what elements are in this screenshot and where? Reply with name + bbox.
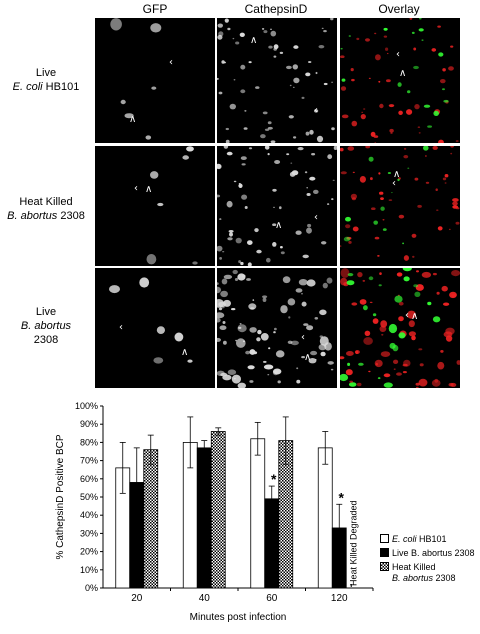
y-tick-label: 60% bbox=[80, 474, 98, 484]
legend-heat-strain: 2308 bbox=[433, 573, 456, 583]
svg-text:∧: ∧ bbox=[129, 114, 136, 125]
micrograph-gfp-row2: ‹ ∧ bbox=[95, 146, 215, 266]
legend-ecoli-strain: HB101 bbox=[416, 534, 447, 544]
micrograph-cathepsind-row1: ‹ ∧ bbox=[217, 18, 337, 143]
bar-heat bbox=[143, 449, 159, 589]
species-name: E. coli bbox=[12, 81, 43, 93]
species-name: B. abortus bbox=[20, 320, 72, 332]
y-axis-label: % CathepsinD Positive BCP bbox=[55, 434, 66, 559]
y-tick-label: 30% bbox=[80, 528, 98, 538]
row-label-live-ecoli: Live E. coli HB101 bbox=[0, 66, 92, 94]
svg-text:∧: ∧ bbox=[411, 311, 418, 322]
bar-ecoli bbox=[250, 438, 266, 589]
row-label-line3: 2308 bbox=[33, 334, 59, 346]
significance-asterisk: * bbox=[271, 471, 277, 487]
micrograph-gfp-row1: ‹ ∧ bbox=[95, 18, 215, 143]
row-label-live-babortus: Live B. abortus 2308 bbox=[0, 305, 92, 347]
row-label-line1: Live bbox=[35, 306, 57, 318]
annotation-heat-killed-degraded: Heat Killed Degraded bbox=[348, 500, 358, 586]
y-tick-label: 10% bbox=[80, 565, 98, 575]
svg-text:∧: ∧ bbox=[399, 68, 406, 79]
row-label-line2: E. coli HB101 bbox=[0, 80, 92, 94]
chart-legend: E. coli HB101 Live B. abortus 2308 Heat … bbox=[380, 534, 475, 584]
legend-ecoli-species: E. coli bbox=[392, 534, 417, 544]
svg-text:∧: ∧ bbox=[393, 169, 400, 180]
svg-text:‹: ‹ bbox=[392, 178, 396, 189]
bar-heat bbox=[210, 431, 226, 589]
svg-text:∧: ∧ bbox=[145, 184, 152, 195]
y-tick-label: 40% bbox=[80, 510, 98, 520]
y-tick-label: 80% bbox=[80, 437, 98, 447]
y-tick-label: 70% bbox=[80, 456, 98, 466]
column-header-overlay: Overlay bbox=[378, 2, 420, 16]
legend-live-label: Live B. abortus 2308 bbox=[392, 548, 475, 558]
micrograph-gfp-row3: ‹ ∧ bbox=[95, 268, 215, 388]
column-header-cathepsind: CathepsinD bbox=[244, 2, 308, 16]
bar-live bbox=[196, 447, 212, 589]
micrograph-overlay-row1: ‹ ∧ bbox=[340, 18, 460, 143]
y-tick-label: 90% bbox=[80, 419, 98, 429]
row-label-line1: Heat Killed bbox=[19, 196, 73, 208]
y-tick-label: 0% bbox=[85, 583, 98, 593]
legend-swatch-black bbox=[380, 548, 389, 557]
x-tick-label: 60 bbox=[266, 593, 278, 604]
bar-live bbox=[264, 498, 280, 589]
x-tick-label: 20 bbox=[131, 593, 143, 604]
svg-text:‹: ‹ bbox=[405, 310, 409, 321]
cathepsind-bar-chart: 0% 10% 20% 30% 40% 50% 60% 70% 80% 90% 100% % Cathe… bbox=[55, 401, 374, 623]
svg-text:‹: ‹ bbox=[169, 57, 173, 68]
svg-text:‹: ‹ bbox=[301, 332, 305, 343]
legend-item-heat: Heat Killed B. abortus 2308 bbox=[380, 562, 475, 584]
legend-heat-species: B. abortus bbox=[392, 573, 434, 583]
x-axis-label: Minutes post infection bbox=[190, 612, 287, 623]
svg-text:‹: ‹ bbox=[396, 49, 400, 60]
strain-name: 2308 bbox=[57, 210, 85, 222]
bar-ecoli bbox=[317, 447, 333, 589]
strain-name: HB101 bbox=[42, 81, 80, 93]
x-tick-label: 120 bbox=[331, 593, 348, 604]
svg-text:∧: ∧ bbox=[250, 35, 257, 46]
row-label-line2: B. abortus bbox=[0, 319, 92, 333]
x-tick-label: 40 bbox=[199, 593, 211, 604]
legend-swatch-white bbox=[380, 534, 389, 543]
micrograph-overlay-row3: ‹ ∧ bbox=[340, 268, 460, 388]
micrograph-cathepsind-row3: ‹ ∧ bbox=[217, 268, 337, 388]
micrograph-overlay-row2: ‹ ∧ bbox=[340, 146, 460, 266]
legend-item-live: Live B. abortus 2308 bbox=[380, 548, 475, 559]
legend-swatch-checker bbox=[380, 562, 389, 571]
svg-text:∧: ∧ bbox=[181, 347, 188, 358]
row-label-line1: Live bbox=[35, 67, 57, 79]
legend-heat-line1: Heat Killed bbox=[392, 562, 436, 572]
y-tick-label: 50% bbox=[80, 492, 98, 502]
svg-text:∧: ∧ bbox=[304, 352, 311, 363]
column-header-gfp: GFP bbox=[142, 2, 168, 16]
svg-text:‹: ‹ bbox=[119, 322, 123, 333]
legend-item-ecoli: E. coli HB101 bbox=[380, 534, 475, 545]
micrograph-cathepsind-row2: ‹ ∧ bbox=[217, 146, 337, 266]
svg-text:‹: ‹ bbox=[314, 212, 318, 223]
y-tick-label: 100% bbox=[75, 401, 98, 411]
row-label-line2: B. abortus 2308 bbox=[0, 209, 92, 223]
species-name: B. abortus bbox=[7, 210, 58, 222]
y-tick-label: 20% bbox=[80, 547, 98, 557]
row-label-heat-killed: Heat Killed B. abortus 2308 bbox=[0, 195, 92, 223]
svg-text:‹: ‹ bbox=[134, 183, 138, 194]
significance-asterisk: * bbox=[339, 489, 345, 505]
svg-text:∧: ∧ bbox=[275, 220, 282, 231]
svg-text:‹: ‹ bbox=[314, 105, 318, 116]
